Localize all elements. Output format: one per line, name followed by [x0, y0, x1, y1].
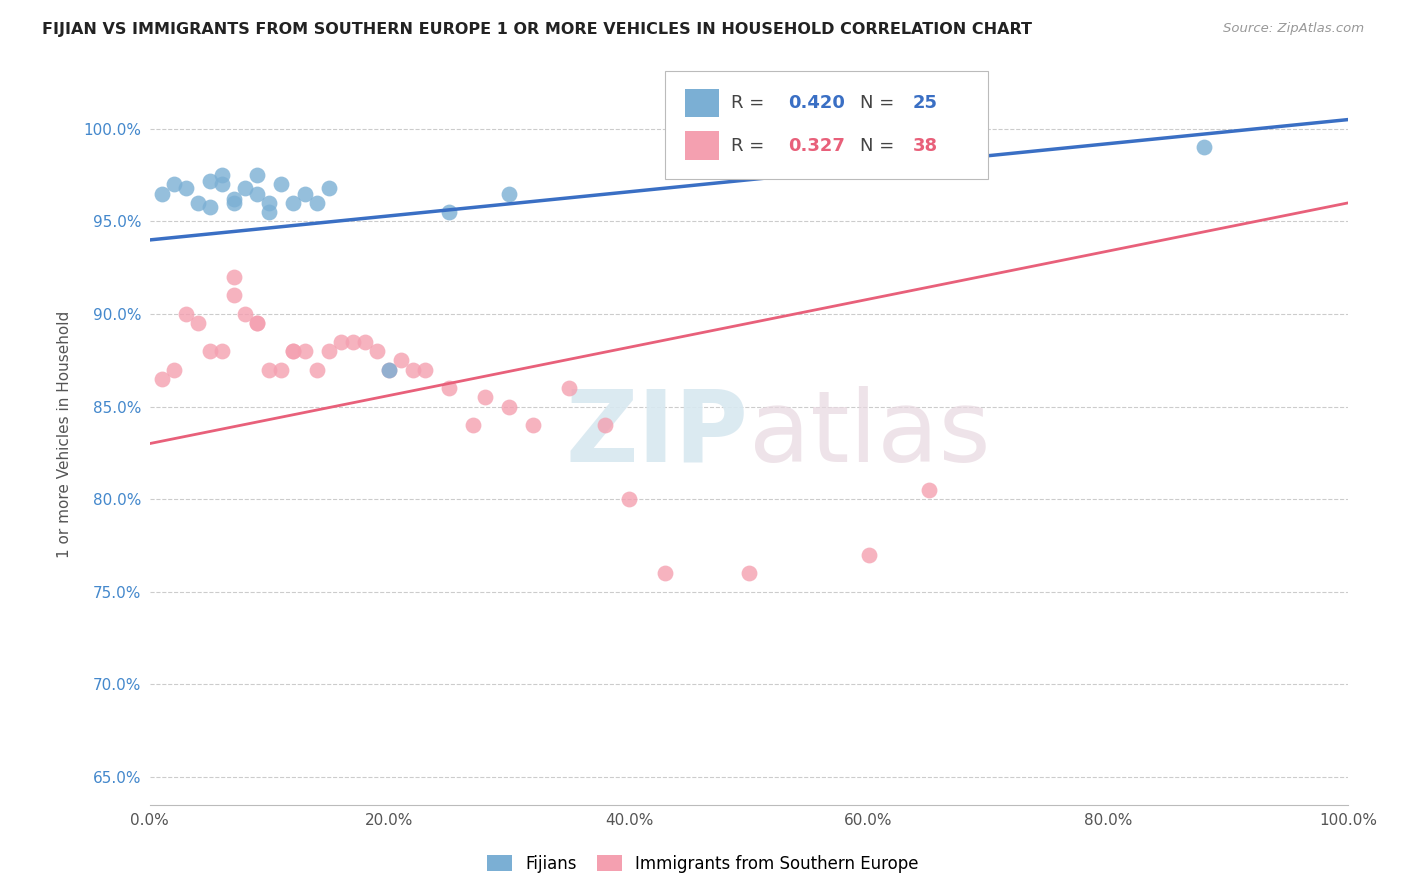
Point	[389, 353, 412, 368]
Point	[318, 181, 340, 195]
Text: atlas: atlas	[749, 386, 990, 483]
Point	[198, 344, 221, 359]
Point	[307, 195, 329, 210]
Point	[246, 186, 269, 201]
Point	[246, 168, 269, 182]
Point	[593, 418, 616, 433]
Point	[259, 362, 281, 376]
Y-axis label: 1 or more Vehicles in Household: 1 or more Vehicles in Household	[58, 310, 72, 558]
Point	[222, 192, 245, 206]
Point	[402, 362, 425, 376]
FancyBboxPatch shape	[665, 71, 988, 178]
Point	[283, 344, 305, 359]
Point	[917, 483, 939, 497]
Point	[366, 344, 388, 359]
Text: Source: ZipAtlas.com: Source: ZipAtlas.com	[1223, 22, 1364, 36]
Point	[437, 205, 460, 219]
Point	[378, 362, 401, 376]
Point	[222, 288, 245, 302]
Point	[222, 195, 245, 210]
Point	[259, 195, 281, 210]
Point	[174, 307, 197, 321]
Text: 38: 38	[912, 136, 938, 154]
Point	[187, 316, 209, 330]
Point	[378, 362, 401, 376]
Text: 25: 25	[912, 95, 938, 112]
Point	[211, 178, 233, 192]
Point	[307, 362, 329, 376]
Point	[437, 381, 460, 395]
Text: N =: N =	[860, 95, 900, 112]
Text: FIJIAN VS IMMIGRANTS FROM SOUTHERN EUROPE 1 OR MORE VEHICLES IN HOUSEHOLD CORREL: FIJIAN VS IMMIGRANTS FROM SOUTHERN EUROP…	[42, 22, 1032, 37]
Legend: Fijians, Immigrants from Southern Europe: Fijians, Immigrants from Southern Europe	[481, 848, 925, 880]
Point	[162, 362, 184, 376]
Point	[150, 372, 173, 386]
Point	[270, 362, 292, 376]
Point	[617, 492, 640, 507]
Point	[235, 307, 257, 321]
Text: 0.420: 0.420	[789, 95, 845, 112]
Point	[654, 566, 676, 581]
Point	[522, 418, 544, 433]
Point	[463, 418, 485, 433]
Point	[354, 334, 377, 349]
Point	[558, 381, 581, 395]
Text: R =: R =	[731, 95, 770, 112]
Point	[738, 566, 761, 581]
Point	[330, 334, 353, 349]
Point	[498, 186, 520, 201]
Point	[246, 316, 269, 330]
Text: 0.327: 0.327	[789, 136, 845, 154]
Point	[318, 344, 340, 359]
FancyBboxPatch shape	[685, 131, 718, 160]
Point	[259, 205, 281, 219]
Point	[953, 140, 976, 154]
Point	[174, 181, 197, 195]
Point	[222, 270, 245, 285]
Point	[270, 178, 292, 192]
Point	[858, 548, 880, 562]
Point	[342, 334, 364, 349]
Point	[198, 174, 221, 188]
Point	[283, 344, 305, 359]
Point	[283, 195, 305, 210]
Point	[294, 344, 316, 359]
Point	[246, 316, 269, 330]
Text: N =: N =	[860, 136, 900, 154]
Point	[162, 178, 184, 192]
Point	[294, 186, 316, 201]
Point	[498, 400, 520, 414]
Point	[1192, 140, 1215, 154]
Text: R =: R =	[731, 136, 770, 154]
FancyBboxPatch shape	[685, 89, 718, 118]
Point	[187, 195, 209, 210]
Point	[211, 168, 233, 182]
Text: ZIP: ZIP	[565, 386, 749, 483]
Point	[413, 362, 436, 376]
Point	[198, 200, 221, 214]
Point	[474, 390, 496, 404]
Point	[235, 181, 257, 195]
Point	[211, 344, 233, 359]
Point	[150, 186, 173, 201]
